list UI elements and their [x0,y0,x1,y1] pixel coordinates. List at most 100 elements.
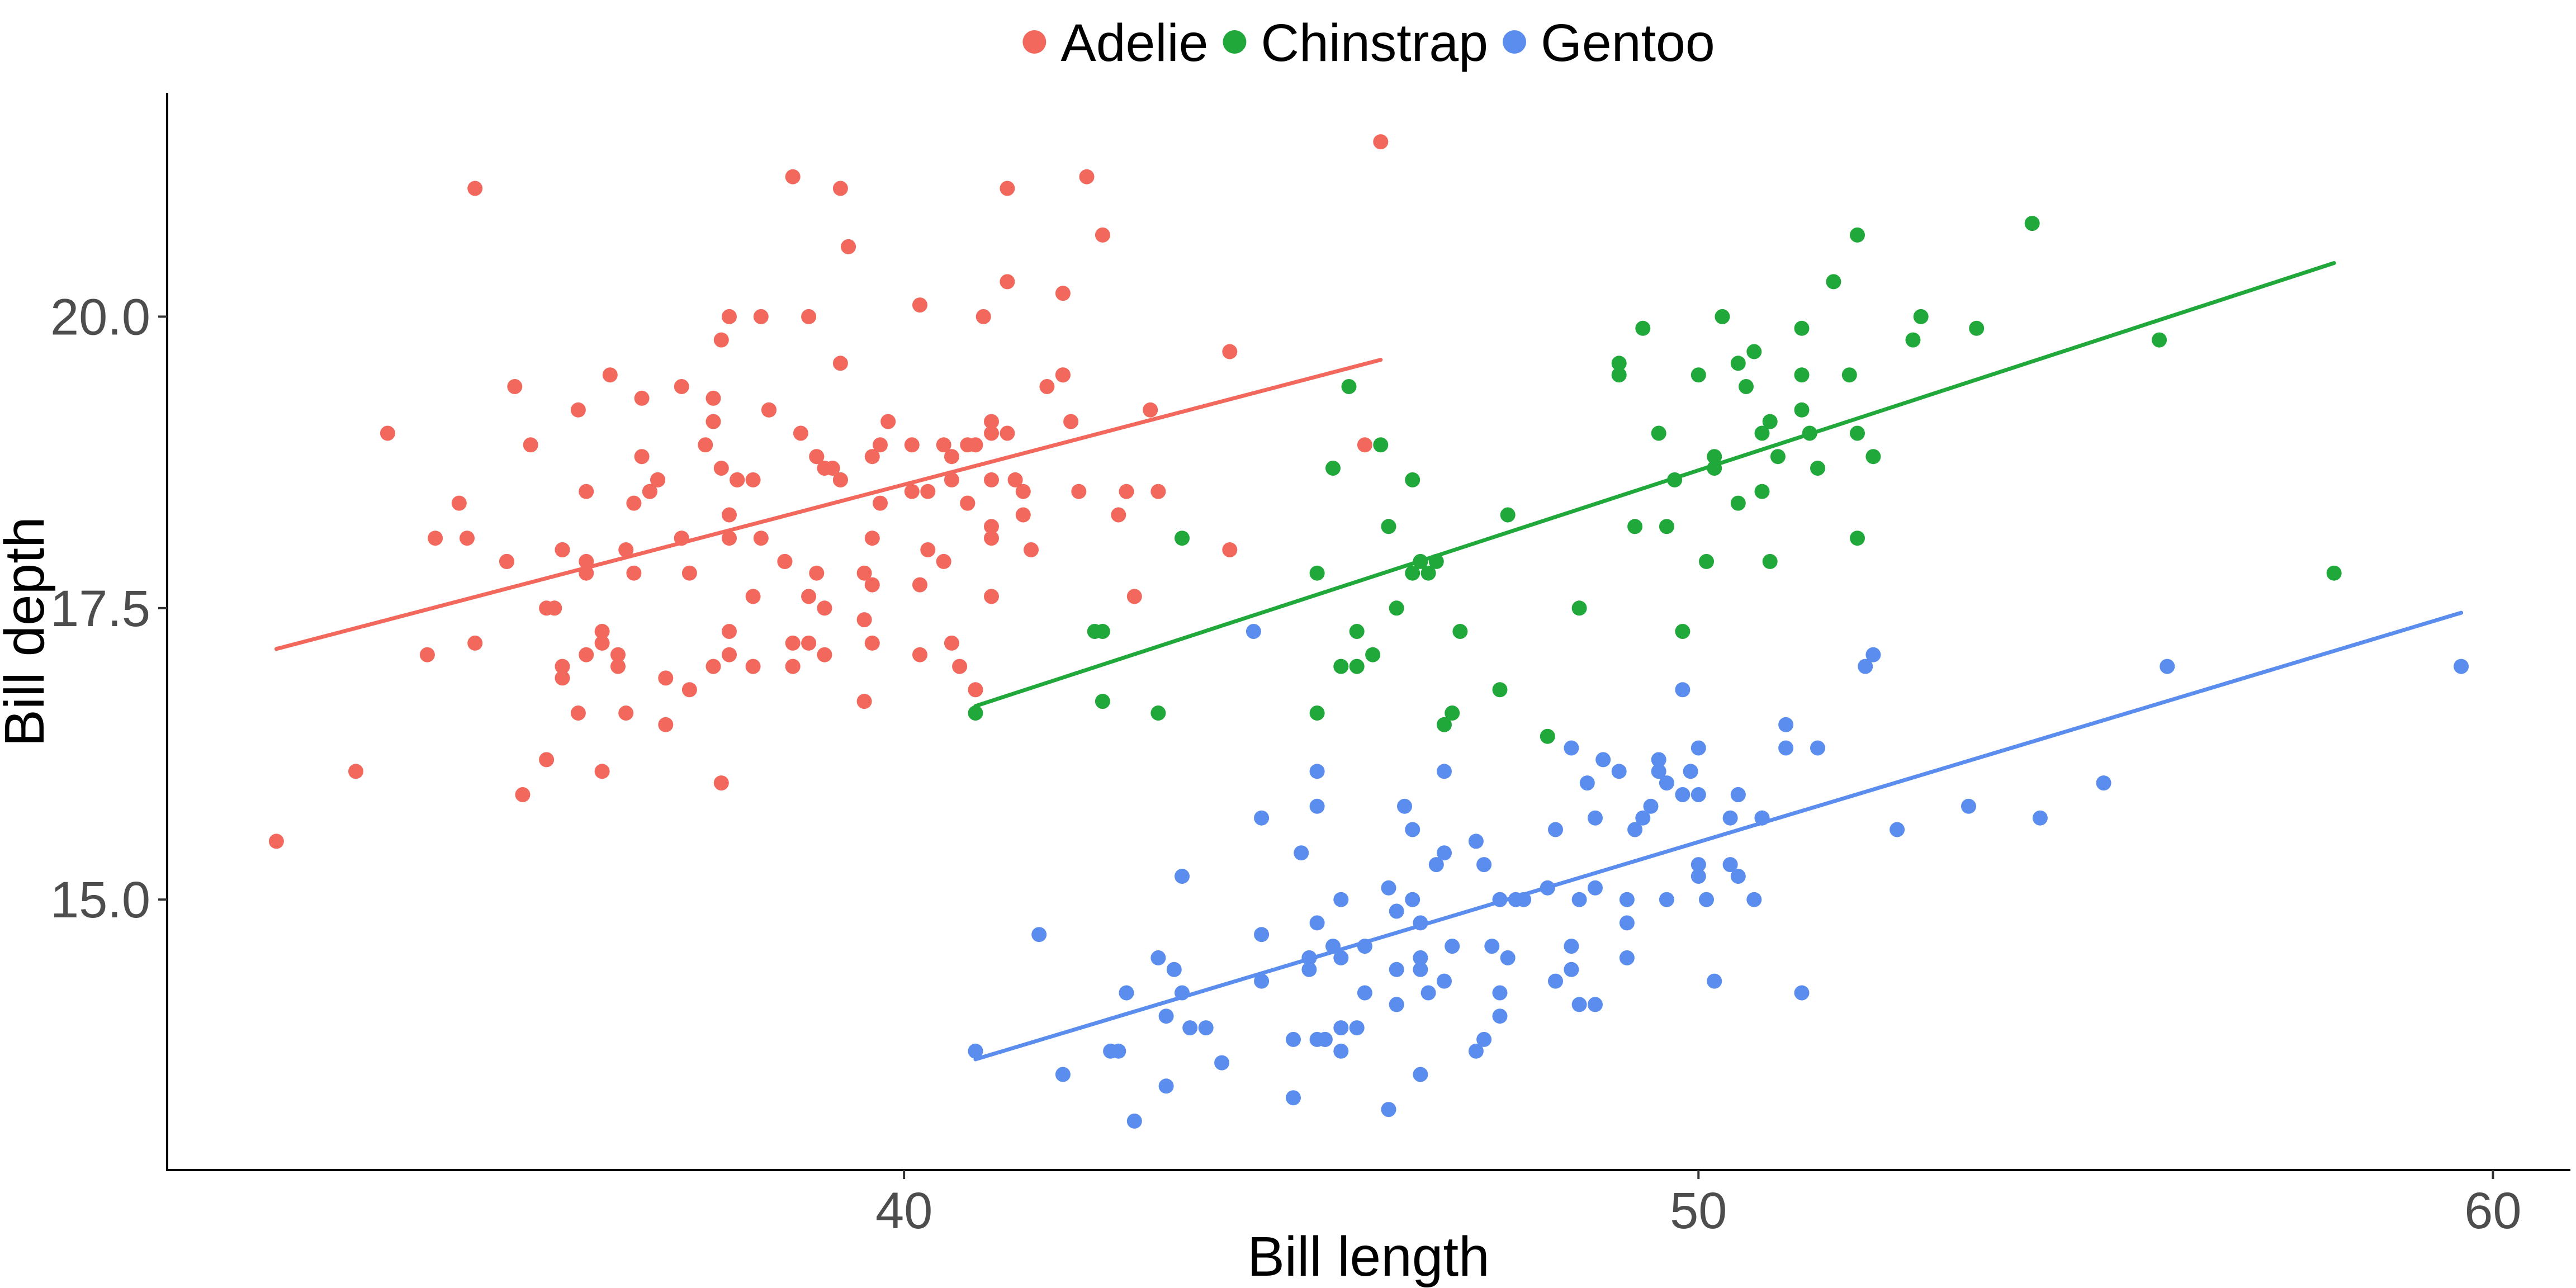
data-point [1389,600,1404,616]
data-point [1381,880,1396,896]
data-point [1715,309,1730,324]
data-point [1595,752,1611,768]
data-point [1309,705,1325,721]
data-point [1627,822,1643,837]
data-point [761,402,776,418]
trend-line-gentoo [973,610,2464,1062]
data-point [968,705,983,721]
data-point [1794,985,1810,1001]
data-point [1619,950,1635,965]
axis-spines [166,93,2570,1171]
data-point [1437,717,1452,732]
data-point [1150,484,1166,499]
data-point [1865,647,1881,662]
data-point [1611,367,1627,383]
data-point [547,600,562,616]
data-point [1413,950,1428,965]
data-point [1055,1067,1071,1082]
data-point [1158,1008,1174,1024]
data-point [1699,553,1714,569]
data-point [1000,274,1015,290]
data-point [1214,1055,1230,1071]
data-point [610,647,626,662]
data-point [1690,787,1706,802]
data-point [1166,962,1182,977]
data-point [873,437,888,453]
data-point [1333,950,1349,965]
data-point [1484,939,1500,954]
data-point [650,472,666,487]
data-point [1476,1031,1492,1047]
data-point [1794,320,1810,336]
data-point [515,787,531,802]
data-point [1437,845,1452,861]
data-point [602,367,618,383]
data-point [745,659,761,674]
data-point [1746,344,1762,359]
data-point [1675,624,1690,639]
data-point [1500,507,1516,523]
data-point [698,437,713,453]
data-point [1381,519,1396,534]
data-point [1643,798,1659,814]
data-point [1000,425,1015,441]
data-point [984,589,999,604]
plot-panel [268,134,2469,1129]
data-point [1246,624,1261,639]
data-point [1659,519,1674,534]
data-point [579,647,594,662]
data-point [864,635,880,651]
data-point [460,531,475,546]
axes: 40 50 60 15.0 17.5 20.0 [50,93,2570,1239]
data-point [594,635,610,651]
data-point [817,647,832,662]
data-point [1309,565,1325,581]
data-point [856,612,872,628]
data-point [1722,857,1738,873]
data-point [1150,705,1166,721]
data-point [1015,484,1031,499]
data-point [1730,787,1746,802]
data-point [1325,461,1341,476]
data-point [793,425,808,441]
data-point [1175,869,1190,884]
data-point [785,659,801,674]
data-point [380,425,395,441]
data-point [626,495,642,511]
data-point [713,775,729,791]
x-tick-label: 50 [1670,1182,1727,1239]
data-point [801,309,817,324]
data-point [880,414,896,429]
data-point [1890,822,1905,837]
data-point [1690,367,1706,383]
data-point [1445,705,1460,721]
data-point [1651,764,1666,779]
data-point [722,624,737,639]
data-point [681,682,697,698]
data-point [1770,449,1786,465]
data-point [1913,309,1929,324]
data-point [968,682,983,698]
data-point [1222,542,1238,557]
data-point [984,519,999,534]
data-point [1746,892,1762,907]
data-point [2454,659,2469,674]
data-point [1397,798,1412,814]
x-axis-title: Bill length [1247,1225,1490,1288]
data-point [1548,973,1563,989]
data-point [1437,973,1452,989]
data-point [1476,857,1492,873]
data-point [2096,775,2111,791]
data-point [499,553,514,569]
data-point [2152,332,2167,348]
data-point [864,531,880,546]
data-point [1588,810,1603,826]
data-point [1150,950,1166,965]
data-point [1389,903,1404,919]
data-point [1492,985,1508,1001]
data-point [1850,531,1865,546]
data-point [984,472,999,487]
data-point [1690,857,1706,873]
data-point [1405,565,1420,581]
